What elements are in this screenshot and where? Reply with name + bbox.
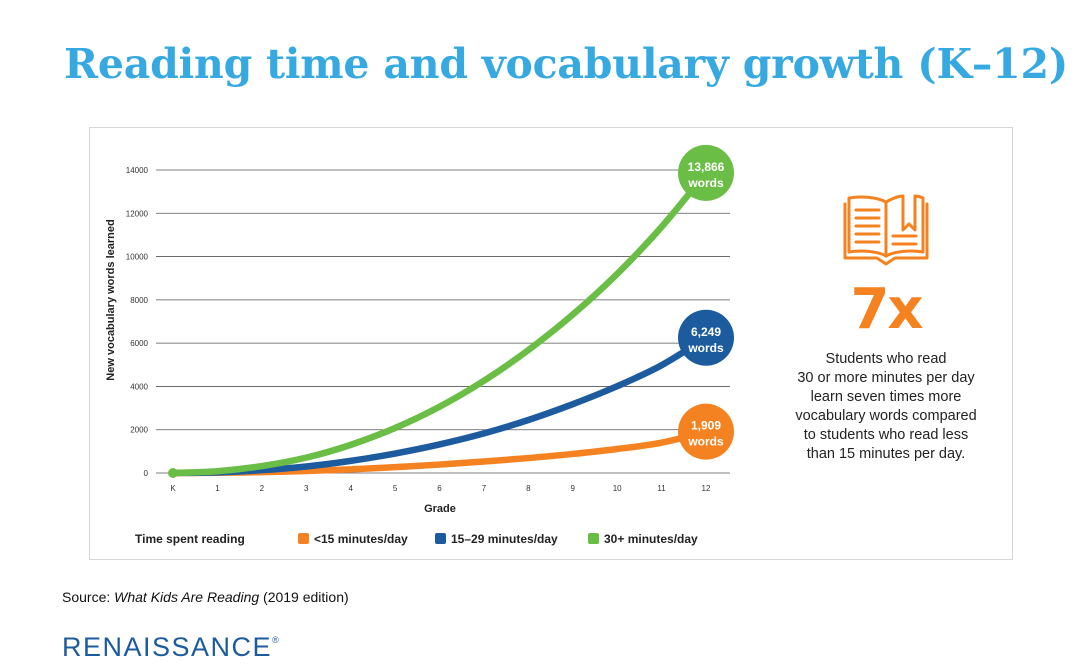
end-label-unit: words (687, 176, 724, 190)
legend-item-15-minutes-day: <15 minutes/day (298, 532, 408, 546)
x-tick-label: 10 (613, 484, 622, 493)
end-label-30-minutes-day: 13,866 words (678, 144, 734, 201)
x-tick-label: 2 (260, 484, 265, 493)
x-tick-label: 3 (304, 484, 309, 493)
end-label-15-29-minutes-day: 6,249 words (678, 309, 734, 366)
callout-line: to students who read less (803, 427, 969, 443)
brand-name: RENAISSANCE (62, 632, 273, 662)
end-label-value: 13,866 (688, 160, 725, 174)
legend: <15 minutes/day 15–29 minutes/day 30+ minu… (298, 532, 698, 546)
x-tick-label: 9 (571, 484, 576, 493)
x-tick-label: 7 (482, 484, 487, 493)
legend-label: <15 minutes/day (314, 532, 408, 546)
series-line-30-minutes-day (169, 169, 710, 477)
callout-text: Students who read 30 or more minutes per… (776, 350, 996, 464)
legend-label: 30+ minutes/day (604, 532, 698, 546)
series-lines (168, 169, 710, 478)
end-label-value: 1,909 (691, 419, 721, 433)
callout-line: learn seven times more (810, 389, 962, 405)
callout-line: vocabulary words compared (795, 408, 977, 424)
y-tick-label: 14000 (126, 166, 149, 175)
y-tick-label: 4000 (130, 382, 148, 391)
end-label-value: 6,249 (691, 325, 721, 339)
legend-swatch (588, 533, 599, 544)
callout-line: Students who read (825, 351, 947, 367)
x-tick-label: 8 (526, 484, 531, 493)
end-label-15-minutes-day: 1,909 words (678, 403, 734, 460)
legend-swatch (435, 533, 446, 544)
x-tick-label: K (170, 484, 176, 493)
x-tick-label: 5 (393, 484, 398, 493)
multiplier-stat: 7x (850, 277, 923, 342)
x-tick-labels: K 1 2 3 4 5 6 7 8 9 10 11 12 (170, 484, 711, 493)
end-label-unit: words (687, 435, 724, 449)
legend-label: 15–29 minutes/day (451, 532, 558, 546)
x-tick-label: 6 (437, 484, 442, 493)
origin-point (168, 468, 178, 478)
y-tick-label: 8000 (130, 296, 148, 305)
source-work-title: What Kids Are Reading (114, 589, 260, 605)
y-tick-label: 12000 (126, 209, 149, 218)
legend-title: Time spent reading (135, 532, 245, 546)
legend-swatch (298, 533, 309, 544)
registered-mark: ® (272, 635, 279, 645)
end-label-badge (678, 309, 734, 366)
end-label-badge (678, 403, 734, 460)
end-label-unit: words (687, 341, 724, 355)
series-line-15-29-minutes-day (169, 334, 710, 477)
x-tick-label: 4 (348, 484, 353, 493)
open-book-icon (843, 194, 929, 266)
callout-sidebar: 7x Students who read 30 or more minutes … (776, 190, 996, 464)
end-labels: 1,909 words 6,249 words 13,866 words (678, 144, 734, 460)
legend-item-30-minutes-day: 30+ minutes/day (588, 532, 698, 546)
legend-item-15-29-minutes-day: 15–29 minutes/day (435, 532, 558, 546)
page-title: Reading time and vocabulary growth (K–12… (64, 40, 1069, 88)
renaissance-logo: RENAISSANCE® (62, 634, 279, 661)
y-axis-title: New vocabulary words learned (105, 219, 117, 380)
source-citation: Source: What Kids Are Reading (2019 edit… (62, 589, 349, 605)
x-axis-title: Grade (424, 503, 456, 515)
y-tick-label: 2000 (130, 426, 148, 435)
x-tick-label: 1 (215, 484, 220, 493)
grid-lines (156, 169, 730, 474)
y-tick-labels: 0 2000 4000 6000 8000 10000 12000 14000 (126, 166, 149, 478)
y-tick-label: 10000 (126, 253, 149, 262)
source-edition: (2019 edition) (259, 589, 349, 605)
y-tick-label: 0 (144, 469, 149, 478)
source-prefix: Source: (62, 589, 115, 605)
callout-line: 30 or more minutes per day (797, 370, 975, 386)
callout-line: than 15 minutes per day. (806, 446, 966, 462)
y-tick-label: 6000 (130, 339, 148, 348)
x-tick-label: 11 (657, 484, 666, 493)
end-label-badge (678, 144, 734, 201)
x-tick-label: 12 (702, 484, 711, 493)
